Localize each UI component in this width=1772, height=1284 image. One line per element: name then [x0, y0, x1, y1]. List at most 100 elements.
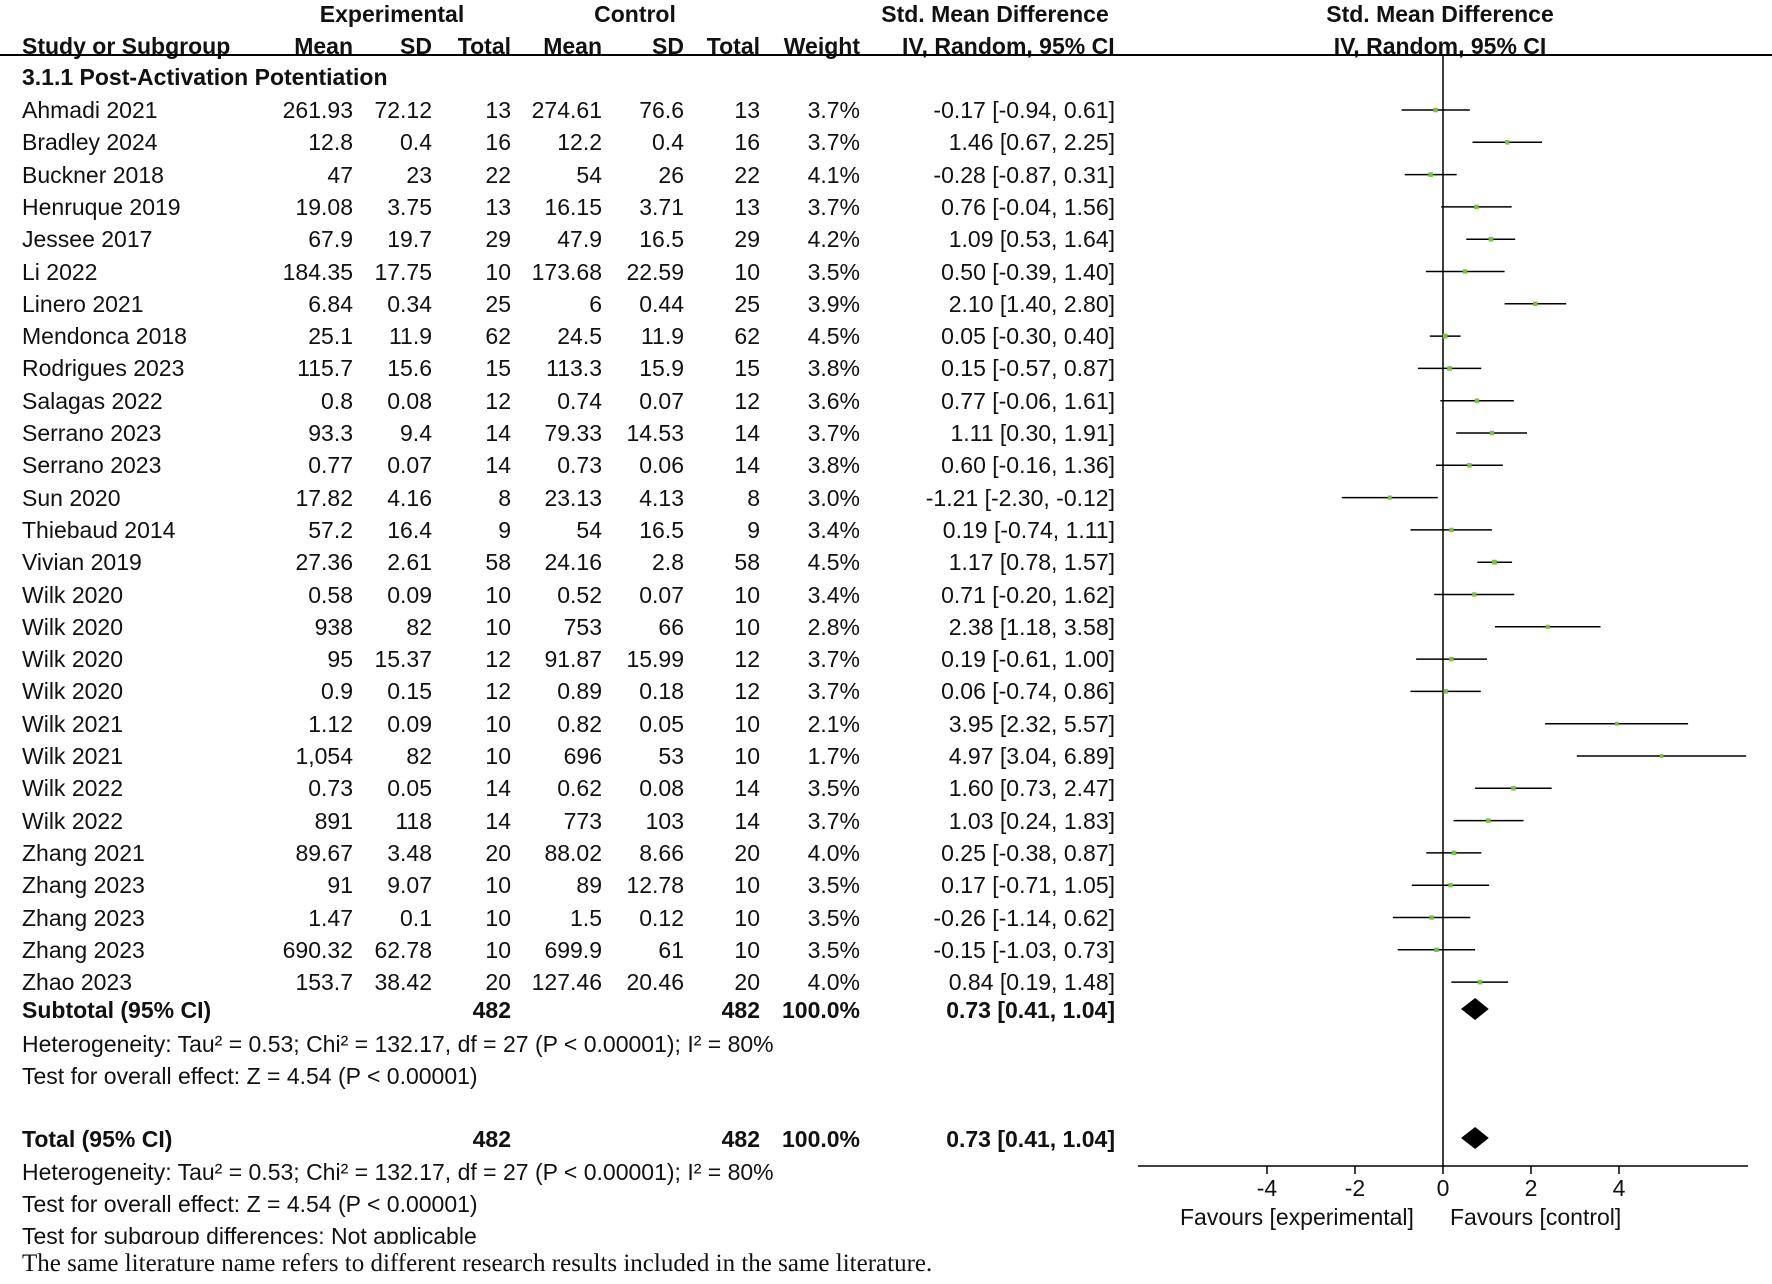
effect-point [1449, 527, 1454, 533]
effect-point [1474, 204, 1479, 210]
study-name: Wilk 2022 [22, 807, 123, 834]
ci-text: 1.17 [0.78, 1.57] [948, 549, 1115, 576]
x-tick-label: 4 [1613, 1175, 1626, 1201]
mean-control: 0.62 [557, 775, 602, 802]
total-n-experimental: 482 [472, 1126, 511, 1152]
x-tick-label: 0 [1437, 1175, 1450, 1201]
smd-plot-header: Std. Mean Difference [1326, 1, 1554, 27]
total-experimental: 12 [485, 387, 511, 414]
mean-control: 24.16 [544, 549, 602, 576]
ci-text: 1.03 [0.24, 1.83] [948, 807, 1115, 834]
total-control: 14 [734, 775, 760, 802]
mean-control: 0.52 [557, 581, 602, 608]
total-control: 62 [734, 323, 760, 350]
total-overall-effect: Test for overall effect: Z = 4.54 (P < 0… [22, 1191, 478, 1217]
ci-text: 0.71 [-0.20, 1.62] [941, 581, 1115, 608]
total-control: 10 [734, 710, 760, 737]
subtotal-heterogeneity: Heterogeneity: Tau² = 0.53; Chi² = 132.1… [22, 1031, 774, 1057]
study-name: Wilk 2020 [22, 646, 123, 673]
total-control: 12 [734, 678, 760, 705]
mean-control: 113.3 [546, 355, 602, 382]
table-row: Bradley 2024 12.8 0.4 16 12.2 0.4 16 3.7% 1.46 [… [0, 128, 1140, 160]
table-row: Wilk 2021 1,054 82 10 696 53 10 1.7% 4.97 [3.04,… [0, 742, 1140, 774]
study-name: Linero 2021 [22, 290, 144, 317]
table-row: Zhang 2023 690.32 62.78 10 699.9 61 10 3.5% -0.1… [0, 936, 1140, 968]
total-experimental: 29 [485, 226, 511, 253]
table-row: Jessee 2017 67.9 19.7 29 47.9 16.5 29 4.2% 1.09 … [0, 225, 1140, 257]
study-name: Mendonca 2018 [22, 323, 187, 350]
sd-control: 0.08 [639, 775, 684, 802]
sd-control: 16.5 [639, 516, 684, 543]
effect-point [1505, 140, 1510, 145]
mean-control: 24.5 [557, 323, 602, 350]
sd-experimental: 0.4 [400, 129, 432, 156]
mean-control: 23.13 [544, 484, 602, 511]
sd-experimental: 9.07 [387, 872, 432, 899]
mean-experimental: 1,054 [295, 743, 353, 769]
total-label: Total (95% CI) [22, 1126, 173, 1152]
study-name: Serrano 2023 [22, 452, 162, 479]
mean-experimental: 0.77 [308, 452, 353, 479]
ci-text: -0.28 [-0.87, 0.31] [933, 161, 1115, 188]
sd-experimental: 3.48 [387, 839, 432, 866]
table-row: Ahmadi 2021 261.93 72.12 13 274.61 76.6 13 3.7%… [0, 96, 1140, 128]
weight: 3.8% [807, 355, 860, 382]
sd-control: 3.71 [639, 193, 684, 220]
total-n-control: 482 [721, 1126, 760, 1152]
study-name: Rodrigues 2023 [22, 355, 185, 382]
table-row: Vivian 2019 27.36 2.61 58 24.16 2.8 58 4.5% 1.17… [0, 548, 1140, 580]
total-control: 25 [734, 290, 760, 317]
subgroup-title: 3.1.1 Post-Activation Potentiation [22, 64, 388, 90]
table-row: Serrano 2023 0.77 0.07 14 0.73 0.06 14 3.8% 0.60… [0, 451, 1140, 483]
sd-experimental: 2.61 [387, 549, 432, 576]
mean-experimental: 47 [327, 161, 353, 188]
mean-experimental: 1.12 [308, 710, 353, 737]
total-experimental: 10 [485, 581, 511, 608]
table-row: Henruque 2019 19.08 3.75 13 16.15 3.71 13 3.7% 0… [0, 193, 1140, 225]
sd-experimental: 0.09 [387, 581, 432, 608]
weight: 3.5% [807, 936, 860, 963]
table-row: Wilk 2020 95 15.37 12 91.87 15.99 12 3.7% 0.19 [… [0, 645, 1140, 677]
weight: 3.7% [807, 678, 860, 705]
mean-control: 274.61 [531, 97, 602, 123]
total-experimental: 10 [485, 904, 511, 931]
table-row: Salagas 2022 0.8 0.08 12 0.74 0.07 12 3.6% 0.77 … [0, 387, 1140, 419]
effect-point [1442, 333, 1448, 339]
total-experimental: 15 [485, 355, 511, 382]
effect-point [1488, 236, 1494, 242]
mean-control: 79.33 [544, 420, 602, 446]
ci-text: 0.76 [-0.04, 1.56] [941, 193, 1115, 220]
sd-experimental: 82 [406, 743, 432, 769]
total-experimental: 9 [498, 516, 511, 543]
effect-point [1467, 463, 1472, 468]
sd-experimental: 15.37 [374, 646, 432, 673]
mean-experimental: 0.9 [321, 678, 353, 705]
weight: 3.0% [807, 484, 860, 511]
total-experimental: 16 [485, 129, 511, 156]
mean-experimental: 1.47 [308, 904, 353, 931]
sd-experimental: 15.6 [387, 355, 432, 382]
mean-control: 696 [563, 743, 602, 769]
table-row: Buckner 2018 47 23 22 54 26 22 4.1% -0.28 [-0.87… [0, 161, 1140, 193]
weight: 3.5% [807, 872, 860, 899]
mean-control: 0.73 [557, 452, 602, 479]
total-weight: 100.0% [781, 1126, 860, 1152]
table-row: Wilk 2022 891 118 14 773 103 14 3.7% 1.03 [0.24,… [0, 807, 1140, 839]
subtotal-n-experimental: 482 [472, 997, 511, 1023]
study-name: Serrano 2023 [22, 420, 162, 446]
mean-experimental: 891 [314, 807, 353, 834]
sd-control: 15.99 [626, 646, 684, 673]
table-row: Wilk 2020 0.9 0.15 12 0.89 0.18 12 3.7% 0.06 [-0… [0, 677, 1140, 709]
sd-experimental: 62.78 [374, 936, 432, 963]
effect-point [1443, 689, 1448, 694]
effect-point [1614, 721, 1619, 726]
favours-experimental-label: Favours [experimental] [1180, 1204, 1414, 1230]
weight: 1.7% [807, 743, 860, 769]
sd-control: 61 [658, 936, 684, 963]
table-row: Zhao 2023 153.7 38.42 20 127.46 20.46 20 4.0% 0.… [0, 968, 1140, 1000]
mean-control: 699.9 [544, 936, 602, 963]
mean-experimental: 25.1 [308, 323, 353, 350]
weight: 4.5% [807, 323, 860, 350]
weight: 4.0% [807, 839, 860, 866]
total-control: 14 [734, 420, 760, 446]
